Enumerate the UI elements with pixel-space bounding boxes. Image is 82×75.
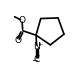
Text: C: C <box>34 55 40 64</box>
Text: +: + <box>37 42 42 47</box>
Text: O: O <box>19 16 26 25</box>
Text: N: N <box>33 42 40 51</box>
Text: −: − <box>31 56 37 65</box>
Text: O: O <box>14 36 21 45</box>
